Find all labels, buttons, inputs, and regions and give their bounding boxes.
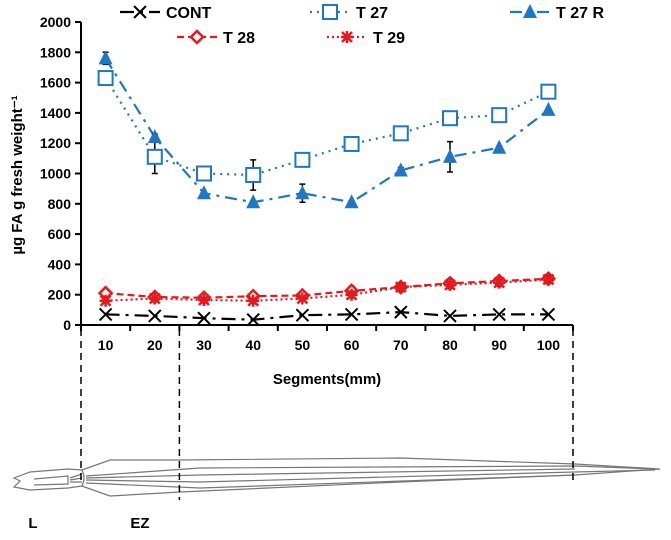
- data-point: [295, 308, 310, 322]
- series-line: [105, 277, 549, 299]
- data-point: [344, 194, 359, 209]
- data-point: [443, 309, 457, 323]
- legend-item: T 27: [310, 4, 388, 22]
- data-point: [541, 101, 556, 116]
- data-point: [148, 309, 162, 323]
- y-tick-label: 1200: [40, 135, 71, 151]
- legend-label: T 28: [223, 30, 255, 47]
- data-point: [392, 125, 409, 142]
- legend-marker: [189, 29, 205, 45]
- annotation-EZ: EZ: [130, 515, 149, 532]
- data-point: [246, 312, 260, 327]
- data-point: [541, 307, 556, 322]
- data-point: [343, 135, 360, 152]
- leaf-drawing: [12, 457, 661, 497]
- legend-item: T 28: [177, 29, 255, 47]
- data-point: [294, 151, 311, 168]
- series-t-28: [97, 271, 557, 306]
- y-axis-label: µg FA g fresh weight⁻¹: [9, 95, 26, 254]
- x-tick-label: 60: [344, 337, 360, 353]
- x-tick-label: 20: [147, 337, 163, 353]
- data-point: [98, 307, 113, 322]
- y-tick-label: 1000: [40, 166, 71, 182]
- series-t-29: [99, 273, 555, 307]
- data-point: [197, 185, 211, 200]
- y-tick-label: 1400: [40, 105, 71, 121]
- data-point: [540, 83, 557, 100]
- legend-item: CONT: [120, 5, 212, 22]
- data-point: [98, 50, 113, 65]
- series-cont: [98, 305, 556, 327]
- data-point: [146, 148, 163, 165]
- data-point: [442, 110, 458, 127]
- series-t-27: [97, 70, 557, 191]
- data-point: [492, 139, 507, 154]
- series-line: [104, 57, 550, 204]
- data-point: [296, 292, 309, 305]
- data-point: [444, 278, 456, 291]
- legend-marker: [523, 4, 537, 18]
- data-point: [247, 294, 260, 307]
- data-point: [196, 165, 212, 182]
- series-t-27-r: [98, 50, 556, 209]
- y-tick-label: 800: [48, 196, 72, 212]
- y-tick-label: 0: [63, 317, 71, 333]
- y-tick-label: 1800: [40, 44, 71, 60]
- legend-label: CONT: [166, 5, 212, 22]
- y-tick-label: 2000: [40, 14, 71, 30]
- y-tick-label: 1600: [40, 75, 71, 91]
- x-tick-label: 80: [442, 337, 458, 353]
- data-point: [542, 273, 555, 286]
- data-point: [394, 305, 408, 319]
- legend-label: T 27: [356, 5, 388, 22]
- legend-item: T 27 R: [510, 4, 604, 22]
- data-point: [147, 129, 162, 144]
- data-point: [97, 70, 114, 87]
- data-point: [394, 281, 407, 294]
- series-line: [104, 77, 549, 177]
- data-point: [99, 294, 112, 307]
- x-tick-label: 90: [491, 337, 507, 353]
- data-point: [345, 288, 358, 301]
- data-point: [443, 148, 457, 163]
- data-point: [295, 185, 310, 200]
- legend-marker: [322, 4, 338, 20]
- data-point: [393, 162, 408, 177]
- legend-item: T 29: [327, 30, 405, 47]
- x-tick-label: 100: [537, 337, 561, 353]
- annotation-L: L: [28, 515, 37, 532]
- legend-label: T 29: [373, 30, 405, 47]
- legend-marker: [133, 5, 147, 19]
- x-tick-label: 10: [98, 337, 114, 353]
- series-line: [105, 278, 549, 302]
- data-point: [491, 107, 508, 124]
- y-tick-label: 600: [48, 226, 72, 242]
- x-tick-label: 30: [196, 337, 212, 353]
- y-tick-label: 200: [48, 287, 72, 303]
- data-point: [344, 307, 359, 322]
- data-point: [148, 292, 161, 305]
- data-point: [198, 294, 210, 307]
- x-tick-label: 50: [295, 337, 311, 353]
- data-point: [197, 311, 211, 325]
- data-point: [245, 167, 262, 184]
- data-point: [492, 307, 506, 322]
- data-point: [493, 276, 506, 289]
- legend-marker: [341, 31, 353, 43]
- x-axis-label: Segments(mm): [273, 371, 381, 388]
- x-tick-label: 70: [393, 337, 409, 353]
- series-line: [105, 311, 549, 321]
- legend-label: T 27 R: [556, 5, 604, 22]
- y-tick-label: 400: [48, 256, 72, 272]
- x-tick-label: 40: [245, 337, 261, 353]
- data-point: [246, 194, 261, 209]
